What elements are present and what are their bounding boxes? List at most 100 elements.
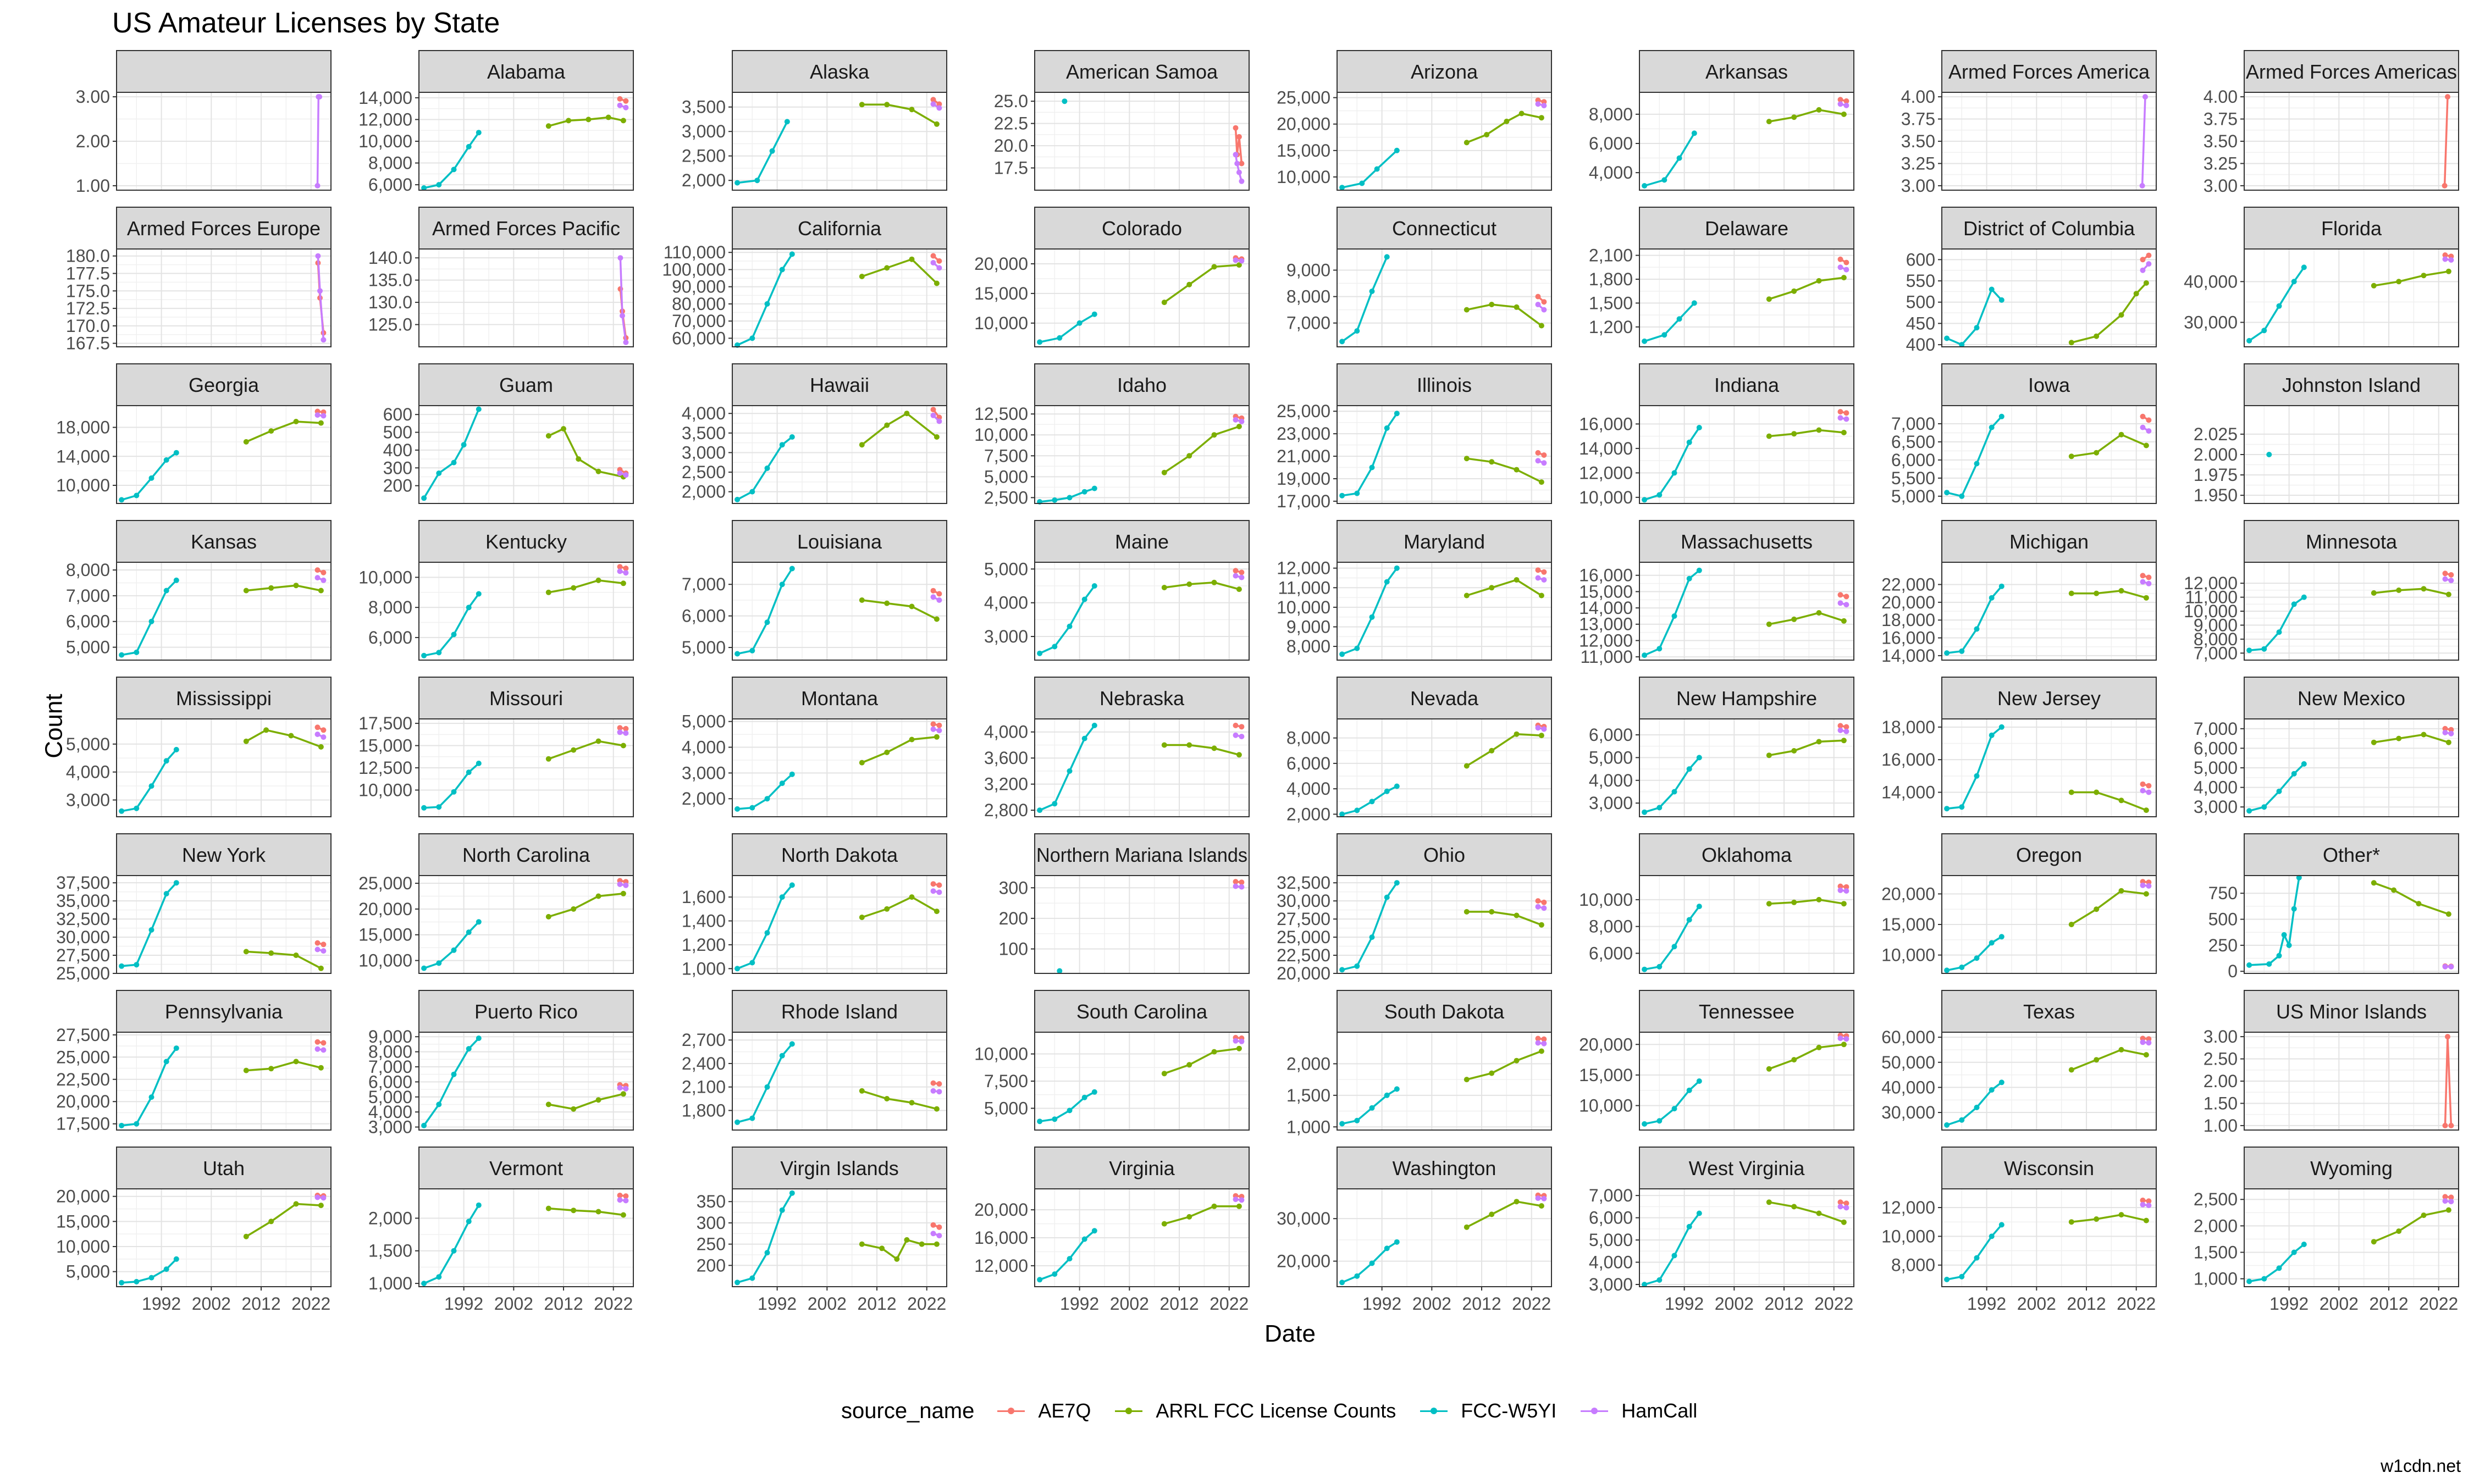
data-point [1989, 940, 1995, 946]
y-tick-label: 8,000 [1286, 636, 1330, 656]
series-line [1769, 1201, 1845, 1223]
y-tick-label: 22,500 [1277, 945, 1330, 965]
y-tick-label: 2.00 [76, 131, 110, 151]
data-point [268, 1219, 274, 1225]
data-point [2094, 1057, 2100, 1063]
y-tick-label: 7,000 [66, 586, 110, 606]
series-line [1769, 276, 1845, 300]
series-line [1466, 457, 1542, 483]
y-tick-label: 6,000 [1891, 450, 1935, 470]
y-tick-label: 5,000 [984, 467, 1028, 486]
data-point [859, 1088, 865, 1094]
data-point [2448, 727, 2454, 733]
data-point [1514, 577, 1520, 583]
panel-border [732, 562, 947, 661]
data-point [134, 1278, 140, 1284]
facet-label: North Dakota [781, 844, 898, 866]
data-point [789, 1190, 795, 1196]
data-point [1671, 789, 1677, 795]
data-point [1234, 160, 1240, 167]
y-tick-label: 1,800 [1589, 269, 1633, 289]
data-point [2068, 453, 2074, 459]
data-point [1394, 1086, 1400, 1092]
data-point [134, 1121, 140, 1127]
panel-border [1941, 1188, 2157, 1287]
data-point [936, 728, 942, 734]
facet-label: Northern Mariana Islands [1036, 844, 1247, 866]
y-tick-label: 25,000 [1277, 927, 1330, 947]
data-point [623, 730, 629, 736]
facet-label: Johnston Island [2282, 374, 2421, 396]
data-point [789, 882, 795, 888]
data-point [1354, 490, 1360, 496]
data-point [884, 600, 890, 606]
data-point [476, 1202, 482, 1208]
plot-area [1035, 719, 1249, 817]
data-point [779, 894, 785, 900]
y-tick-label: 14,000 [1579, 439, 1633, 458]
x-tick-label: 2012 [241, 1294, 280, 1314]
data-point [1161, 469, 1167, 475]
data-point [119, 808, 125, 814]
data-point [2146, 789, 2152, 795]
data-point [1959, 804, 1965, 810]
data-point [1211, 1049, 1217, 1055]
data-point [623, 339, 629, 345]
data-point [571, 747, 577, 753]
data-point [930, 412, 936, 418]
y-tick-label: 10,000 [358, 780, 412, 800]
data-point [2146, 883, 2152, 889]
panel-border [116, 1188, 332, 1287]
data-point [2146, 574, 2152, 580]
y-tick-label: 20,000 [358, 899, 412, 919]
data-point [2276, 629, 2282, 635]
facet-strip [418, 677, 634, 719]
data-point [595, 738, 601, 744]
data-point [451, 1248, 457, 1254]
data-point [243, 439, 249, 445]
plot-area [2244, 249, 2459, 347]
facet-label: Georgia [189, 374, 259, 396]
y-tick-label: 21,000 [1277, 446, 1330, 466]
y-tick-label: 2.000 [2194, 445, 2238, 464]
data-point [2143, 280, 2149, 286]
data-point [421, 965, 427, 971]
y-tick-label: 7,000 [1891, 414, 1935, 434]
y-tick-label: 4,000 [1286, 779, 1330, 799]
data-point [1642, 497, 1648, 503]
data-point [2291, 279, 2297, 285]
data-point [1489, 909, 1495, 915]
panel-border [1034, 248, 1250, 347]
data-point [735, 496, 741, 502]
plot-area [1942, 406, 2156, 503]
panel-border [1639, 1032, 1854, 1131]
x-tick-label: 2012 [1764, 1294, 1803, 1314]
data-point [1186, 453, 1192, 459]
data-point [1837, 727, 1843, 733]
data-point [2396, 1228, 2402, 1234]
data-point [909, 603, 915, 610]
data-point [1843, 102, 1849, 108]
facet-strip [1941, 677, 2157, 719]
data-point [1369, 1105, 1375, 1111]
y-tick-label: 8,000 [1589, 917, 1633, 937]
data-point [1239, 884, 1245, 890]
series-line [862, 103, 937, 125]
data-point [779, 442, 785, 448]
y-tick-label: 20,000 [1277, 1252, 1330, 1271]
data-point [571, 585, 577, 591]
y-tick-label: 4,000 [682, 738, 726, 757]
data-point [1067, 1108, 1073, 1114]
plot-area [117, 562, 331, 660]
panel-border [732, 405, 947, 504]
data-point [2442, 576, 2448, 582]
data-point [934, 121, 940, 127]
panel-border [418, 405, 634, 504]
y-tick-label: 6,000 [66, 612, 110, 632]
data-point [243, 738, 249, 744]
data-point [623, 1198, 629, 1204]
data-point [2371, 1239, 2377, 1245]
